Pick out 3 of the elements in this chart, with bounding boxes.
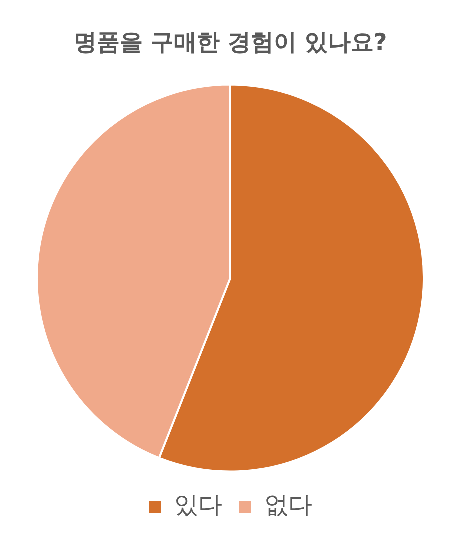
- legend-label: 없다: [264, 491, 312, 520]
- chart-title: 명품을 구매한 경험이 있나요?: [74, 30, 388, 56]
- legend-label: 있다: [174, 491, 222, 520]
